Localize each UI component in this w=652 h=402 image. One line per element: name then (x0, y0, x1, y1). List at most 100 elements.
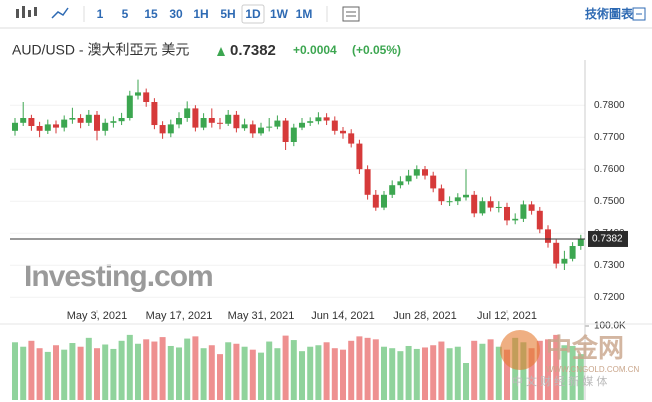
interval-active (241, 4, 265, 24)
volume-bar (413, 348, 420, 400)
candle-body (102, 122, 109, 131)
x-tick-label: May 17, 2021 (146, 310, 213, 322)
x-tick-label: Jun 28, 2021 (393, 310, 457, 322)
interval-button[interactable]: 1D (245, 7, 261, 21)
candle-body (413, 169, 420, 176)
candle-body (577, 238, 584, 246)
last-price: 0.7382 (230, 42, 276, 59)
volume-bar (208, 345, 215, 400)
volume-bar (356, 336, 363, 400)
volume-bar (167, 345, 174, 400)
candle-body (331, 120, 338, 131)
candle-body (126, 95, 133, 118)
candle-body (454, 197, 461, 202)
volume-bar (290, 340, 297, 400)
change-percent: (+0.05%) (352, 43, 401, 57)
y-tick-label: 0.7200 (594, 292, 625, 303)
volume-bar (69, 343, 76, 400)
interval-button[interactable]: 1W (270, 7, 289, 21)
volume-bar (553, 334, 560, 400)
volume-bar (454, 346, 461, 400)
candle-body (225, 114, 232, 124)
candle-body (110, 121, 117, 123)
volume-bar (200, 348, 207, 400)
candle-body (12, 122, 18, 131)
candle-body (569, 246, 576, 259)
cngold-tagline: 中 文 财 经 新 媒 体 (512, 374, 607, 388)
charts-link[interactable]: 技術圖表 (585, 6, 634, 21)
volume-bar (430, 345, 437, 400)
candle-body (422, 169, 428, 176)
interval-button[interactable]: 5H (220, 7, 235, 21)
volume-bar (217, 354, 223, 400)
candle-body (290, 127, 297, 142)
candle-body (94, 114, 100, 131)
candle-body (307, 121, 314, 123)
candle-body (553, 242, 560, 264)
candle-body (356, 143, 363, 170)
volume-bar (364, 337, 371, 400)
candle-body (528, 204, 535, 211)
interval-button[interactable]: 1M (296, 7, 313, 21)
candle-body (20, 118, 27, 123)
y-tick-label: 0.7700 (594, 132, 625, 143)
candle-body (430, 175, 437, 189)
candle-body (176, 118, 182, 125)
volume-bar (61, 349, 68, 400)
volume-bar (241, 346, 248, 400)
volume-bar (36, 348, 43, 400)
x-tick-label: May 31, 2021 (228, 310, 295, 322)
candle-body (44, 124, 51, 131)
volume-bar (504, 349, 510, 400)
x-tick-label: Jun 14, 2021 (311, 310, 375, 322)
volume-tick-label: 100.0K (594, 321, 626, 332)
volume-bar (348, 340, 355, 400)
interval-button[interactable]: 5 (122, 7, 129, 21)
volume-bar (28, 340, 35, 400)
cngold-logo (500, 330, 540, 370)
volume-bar (372, 339, 379, 400)
volume-bar (528, 348, 535, 400)
volume-bar (438, 341, 445, 400)
last-price-label: 0.7382 (592, 234, 623, 245)
volume-bar (405, 345, 412, 400)
volume-bar (471, 340, 478, 400)
interval-button[interactable]: 1H (193, 7, 208, 21)
candle-body (479, 201, 486, 214)
candle-body (151, 102, 158, 126)
candle-icon[interactable] (16, 6, 37, 18)
interval-button[interactable]: 30 (169, 7, 183, 21)
volume-bar (422, 347, 428, 400)
volume-bar (53, 345, 59, 400)
toolbar (0, 0, 652, 28)
candle-body (159, 125, 166, 134)
volume-bar (143, 339, 150, 400)
line-icon[interactable] (51, 7, 69, 19)
candle-body (69, 118, 76, 120)
candle-body (561, 258, 568, 264)
volume-bar (545, 339, 551, 400)
candle-body (340, 130, 346, 134)
candle-body (217, 122, 223, 124)
candle-body (167, 124, 174, 134)
candle-body (28, 118, 35, 126)
x-tick-label: May 3, 2021 (67, 310, 128, 322)
volume-bar (397, 351, 404, 400)
candle-body (487, 201, 494, 208)
charts-link-icon[interactable] (632, 7, 646, 21)
volume-bar (487, 339, 494, 400)
candle-body (200, 118, 207, 128)
candle-body (405, 175, 412, 182)
volume-bar (274, 348, 281, 400)
volume-bar (331, 348, 338, 400)
settings-icon[interactable] (342, 6, 360, 22)
volume-bar (561, 345, 568, 400)
candle-body (438, 188, 445, 202)
volume-bar (110, 348, 117, 400)
interval-button[interactable]: 15 (144, 7, 158, 21)
candle-body (545, 229, 551, 243)
volume-bar (299, 351, 305, 400)
candle-body (323, 117, 330, 121)
interval-button[interactable]: 1 (97, 7, 104, 21)
candle-body (282, 120, 289, 142)
